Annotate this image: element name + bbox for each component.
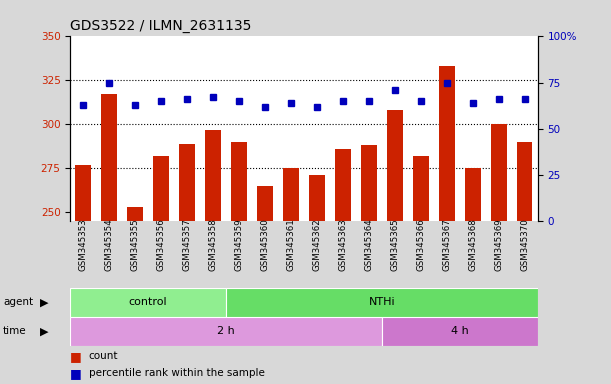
- Bar: [309, 175, 324, 221]
- Bar: [127, 207, 143, 221]
- Bar: [387, 110, 403, 221]
- Bar: [335, 149, 351, 221]
- Bar: [153, 156, 169, 221]
- Bar: [491, 124, 507, 221]
- Bar: [465, 168, 480, 221]
- Text: time: time: [3, 326, 27, 336]
- Bar: [231, 142, 247, 221]
- Text: ▶: ▶: [40, 326, 48, 336]
- Text: GDS3522 / ILMN_2631135: GDS3522 / ILMN_2631135: [70, 19, 252, 33]
- Bar: [76, 165, 91, 221]
- Text: count: count: [89, 351, 118, 361]
- Bar: [361, 145, 376, 221]
- Text: 2 h: 2 h: [217, 326, 235, 336]
- Text: NTHi: NTHi: [368, 297, 395, 308]
- Bar: [413, 156, 428, 221]
- Bar: [517, 142, 533, 221]
- Text: control: control: [129, 297, 167, 308]
- Bar: [382, 317, 538, 346]
- Bar: [205, 129, 221, 221]
- Text: agent: agent: [3, 297, 33, 308]
- Bar: [70, 317, 382, 346]
- Bar: [283, 168, 299, 221]
- Text: ▶: ▶: [40, 297, 48, 308]
- Text: ■: ■: [70, 350, 82, 363]
- Bar: [226, 288, 538, 317]
- Text: 4 h: 4 h: [451, 326, 469, 336]
- Bar: [439, 66, 455, 221]
- Bar: [70, 288, 226, 317]
- Bar: [180, 144, 195, 221]
- Text: ■: ■: [70, 367, 82, 380]
- Text: percentile rank within the sample: percentile rank within the sample: [89, 368, 265, 378]
- Bar: [257, 186, 273, 221]
- Bar: [101, 94, 117, 221]
